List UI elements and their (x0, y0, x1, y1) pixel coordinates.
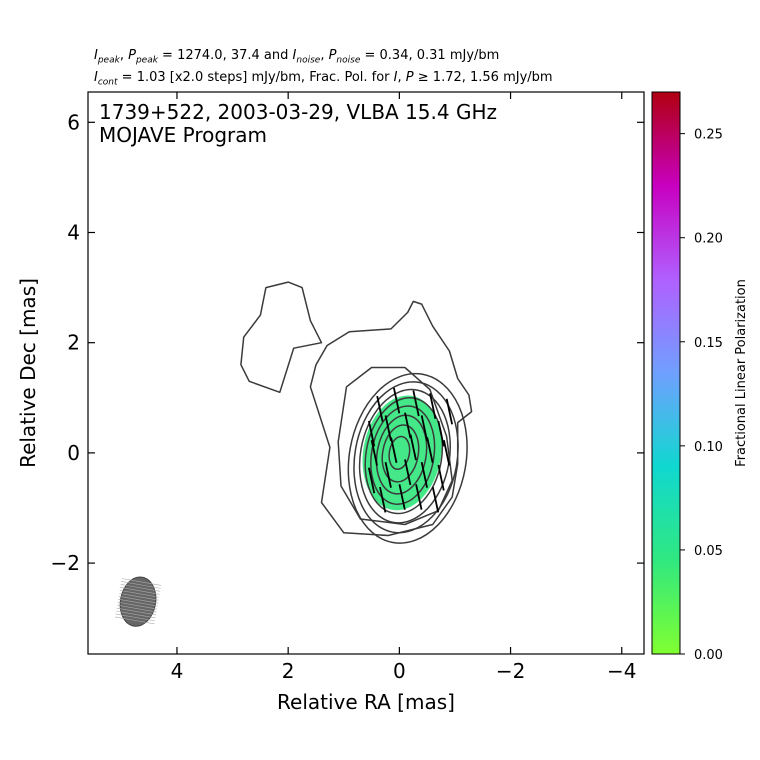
evpa-stick (384, 462, 392, 488)
beam-hatch (117, 601, 158, 610)
axes: 4 2 0 −2 −4 −2 0 2 4 6 (51, 92, 644, 683)
peak-values: 1274.0, 37.4 (177, 48, 260, 63)
y-tick-label: 0 (67, 441, 80, 465)
evpa-stick (409, 434, 417, 461)
colorbar-tick-label: 0.05 (694, 544, 723, 559)
colorbar-tick-label: 0.20 (694, 232, 723, 247)
colorbar-label: Fractional Linear Polarization (734, 279, 749, 467)
core-contour (353, 381, 459, 534)
evpa-stick (420, 462, 428, 488)
colorbar-tick-label: 0.00 (694, 648, 723, 663)
core-contour (364, 397, 444, 515)
beam-hatch (115, 613, 156, 622)
core-contour (347, 372, 468, 544)
beam-ellipse (119, 576, 157, 627)
colorbar (651, 91, 681, 655)
beam-hatch (120, 587, 160, 595)
evpa-stick (390, 437, 398, 464)
plot-area (114, 281, 473, 627)
evpa-stick (404, 459, 412, 486)
evpa-stick (445, 398, 453, 425)
evpa-stick (370, 439, 378, 466)
evpa-stick (376, 395, 384, 422)
x-tick-label: 4 (171, 659, 184, 683)
header-line-1: Ipeak, Ppeak = 1274.0, 37.4 and Inoise, … (94, 48, 500, 66)
core-contour (375, 414, 428, 495)
header-line-2: Icont = 1.03 [x2.0 steps] mJy/bm, Frac. … (94, 70, 553, 88)
colorbar-tick-label: 0.10 (694, 440, 723, 455)
evpa-stick (437, 420, 445, 447)
beam-hatch (121, 581, 161, 589)
x-tick-label: −4 (607, 659, 636, 683)
x-tick-label: 2 (282, 659, 295, 683)
threshold-values: 1.72, 1.56 mJy/bm (432, 70, 553, 85)
beam-hatch (120, 584, 161, 592)
evpa-stick (443, 439, 451, 466)
beam-hatch (118, 598, 158, 607)
x-tick-label: −2 (496, 659, 525, 683)
core-contour (370, 405, 436, 505)
beam-hatch (116, 610, 156, 619)
contour-northeast-lobe (240, 281, 323, 394)
x-axis-label: Relative RA [mas] (277, 690, 455, 714)
beam-hatch (117, 604, 157, 613)
colorbar-axis: 0.00 0.05 0.10 0.15 0.20 0.25 (680, 128, 723, 663)
plot-frame (87, 91, 645, 655)
chart-title: 1739+522, 2003-03-29, VLBA 15.4 GHz (99, 100, 497, 124)
evpa-stick (384, 415, 392, 442)
evpa-stick (379, 486, 387, 513)
y-tick-label: −2 (51, 551, 80, 575)
evpa-stick (437, 464, 445, 491)
evpa-stick (420, 415, 428, 442)
beam-hatch (119, 592, 159, 601)
beam-hatch (114, 616, 155, 625)
y-tick-label: 4 (67, 221, 80, 245)
y-axis-label: Relative Dec [mas] (16, 278, 40, 468)
x-tick-label: 0 (393, 659, 406, 683)
evpa-stick (392, 387, 401, 414)
evpa-stick (404, 412, 412, 439)
beam-hatch (119, 590, 160, 598)
evpa-stick (431, 486, 440, 513)
noise-values: 0.34, 0.31 mJy/bm (379, 48, 500, 63)
beam-hatch (121, 578, 162, 586)
colorbar-tick-label: 0.25 (694, 128, 723, 143)
evpa-stick (415, 484, 423, 510)
cont-text: = 1.03 [x2.0 steps] mJy/bm, Frac. Pol. f… (121, 70, 390, 85)
chart-subtitle: MOJAVE Program (99, 123, 267, 147)
evpa-stick (426, 437, 434, 464)
contour-extended-envelope (309, 300, 473, 537)
core-contour (388, 435, 411, 471)
beam (114, 576, 162, 627)
colorbar-tick-label: 0.15 (694, 336, 723, 351)
y-tick-label: 6 (67, 110, 80, 134)
evpa-stick (429, 393, 437, 419)
evpa-stick (398, 484, 406, 510)
evpa-stick (367, 467, 376, 494)
beam-hatch (118, 595, 159, 604)
beam-hatch (116, 607, 157, 616)
y-tick-label: 2 (67, 331, 80, 355)
evpa-stick (412, 390, 420, 417)
evpa-stick (367, 420, 376, 447)
core-contour (381, 424, 420, 483)
